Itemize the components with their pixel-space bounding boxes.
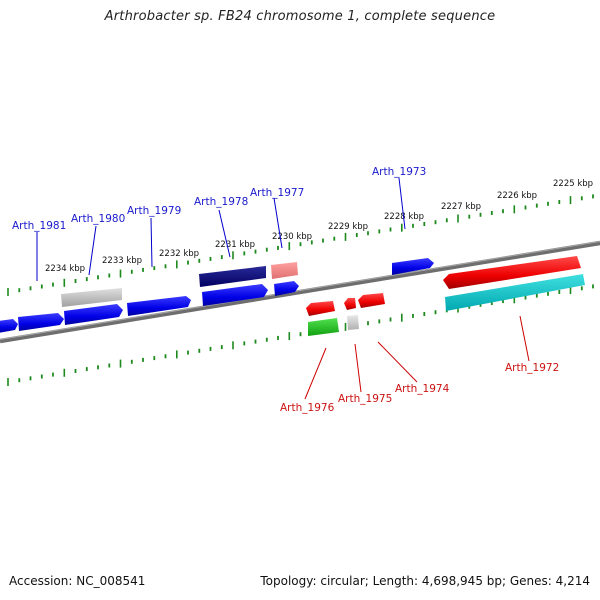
tick-label-2234: 2234 kbp [45, 264, 85, 274]
gene-block[interactable] [308, 318, 339, 336]
gene-arrow[interactable] [443, 256, 581, 289]
leader-line [398, 177, 406, 230]
leader-line [377, 341, 418, 383]
genome-stats-text: Topology: circular; Length: 4,698,945 bp… [260, 574, 590, 588]
gene-block[interactable] [61, 288, 122, 307]
gene-arrow[interactable] [358, 293, 385, 308]
tick-label-2231: 2231 kbp [215, 240, 255, 250]
reverse-genes [306, 256, 585, 336]
leader-line [88, 225, 97, 276]
gene-block[interactable] [199, 266, 266, 287]
leader-line [150, 217, 153, 268]
gene-label-arth-1975[interactable]: Arth_1975 [338, 393, 392, 405]
gene-label-arth-1972[interactable]: Arth_1972 [505, 362, 559, 374]
tick-label-2225: 2225 kbp [553, 179, 593, 189]
gene-label-arth-1981[interactable]: Arth_1981 [12, 220, 66, 232]
forward-genes [0, 258, 434, 333]
gene-block[interactable] [271, 262, 298, 279]
tick-label-2226: 2226 kbp [497, 191, 537, 201]
gene-arrow[interactable] [18, 313, 64, 331]
tick-label-2232: 2232 kbp [159, 249, 199, 259]
leader-line [519, 315, 530, 362]
leader-line [218, 209, 231, 258]
gene-labels: Arth_1973 Arth_1977 Arth_1978 Arth_1979 … [12, 166, 559, 414]
chromosome-backbone [0, 240, 600, 344]
gene-arrow[interactable] [64, 304, 123, 325]
gene-arrow[interactable] [344, 298, 356, 310]
gene-label-arth-1974[interactable]: Arth_1974 [395, 383, 450, 395]
accession-text: Accession: NC_008541 [9, 574, 146, 588]
gene-label-arth-1980[interactable]: Arth_1980 [71, 213, 125, 225]
tick-label-2230: 2230 kbp [272, 232, 312, 242]
gene-arrow[interactable] [202, 284, 268, 306]
leader-line [304, 347, 327, 400]
gene-arrow[interactable] [392, 258, 434, 275]
gene-block[interactable] [347, 315, 359, 330]
gene-label-arth-1978[interactable]: Arth_1978 [194, 196, 248, 208]
tick-label-2229: 2229 kbp [328, 222, 368, 232]
gene-arrow[interactable] [306, 301, 335, 316]
gene-arrow[interactable] [0, 319, 18, 333]
gene-block[interactable] [445, 274, 585, 311]
gene-label-arth-1973[interactable]: Arth_1973 [372, 166, 426, 178]
leader-line [273, 197, 283, 249]
tick-label-2227: 2227 kbp [441, 202, 481, 212]
gene-label-arth-1977[interactable]: Arth_1977 [250, 187, 304, 199]
gene-arrow[interactable] [274, 281, 299, 296]
map-title: Arthrobacter sp. FB24 chromosome 1, comp… [104, 9, 496, 24]
gene-label-arth-1979[interactable]: Arth_1979 [127, 205, 181, 217]
backbone-highlight [0, 241, 600, 340]
tick-label-2233: 2233 kbp [102, 256, 142, 266]
leader-line [354, 343, 362, 393]
forward-scale-track [7, 194, 594, 296]
gene-label-arth-1976[interactable]: Arth_1976 [280, 402, 335, 414]
gene-arrow[interactable] [127, 296, 191, 316]
leader-lines [36, 177, 530, 400]
